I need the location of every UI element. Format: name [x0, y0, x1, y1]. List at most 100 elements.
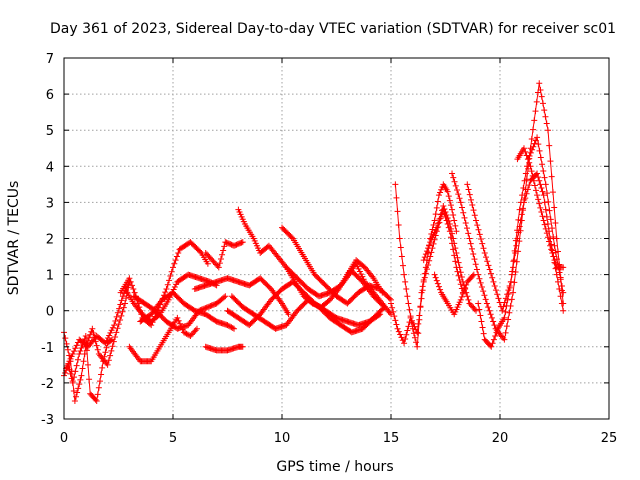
data-point [437, 211, 444, 218]
data-point [535, 141, 542, 148]
data-point [202, 249, 209, 256]
data-point [541, 199, 548, 206]
y-tick-label: 4 [46, 160, 54, 175]
data-point [543, 213, 550, 220]
data-point [440, 203, 447, 210]
data-point [539, 213, 546, 220]
data-point [422, 270, 429, 277]
data-point [224, 322, 231, 329]
data-point [491, 282, 498, 289]
data-point [478, 236, 485, 243]
data-point [524, 156, 531, 163]
data-point [502, 329, 509, 336]
data-point [79, 365, 86, 372]
data-point [104, 335, 111, 342]
series-track-22 [449, 80, 567, 343]
data-point [166, 277, 173, 284]
data-point [470, 207, 477, 214]
data-point [456, 264, 463, 271]
data-point [221, 243, 228, 250]
data-point [393, 194, 400, 201]
data-point [508, 296, 515, 303]
data-point [62, 369, 69, 376]
data-point [445, 193, 452, 200]
data-point [163, 286, 170, 293]
data-point [452, 182, 459, 189]
data-point [174, 314, 181, 321]
data-point [411, 334, 418, 341]
data-point [552, 260, 559, 267]
series-track-14 [228, 293, 388, 336]
data-point [449, 206, 456, 213]
data-point [536, 80, 543, 87]
data-point [204, 251, 211, 258]
data-point [417, 304, 424, 311]
data-point [542, 225, 549, 232]
data-point [70, 388, 77, 395]
data-point [204, 260, 211, 267]
data-point [386, 295, 393, 302]
series-line [390, 207, 464, 345]
data-point [458, 274, 465, 281]
data-point [358, 271, 365, 278]
data-point [391, 313, 398, 320]
data-point [175, 249, 182, 256]
data-point [71, 348, 78, 355]
data-point [527, 149, 534, 156]
data-point [416, 312, 423, 319]
data-point [475, 271, 482, 278]
data-point [390, 308, 397, 315]
series-track-21 [431, 271, 477, 318]
data-point [522, 195, 529, 202]
data-point [552, 249, 559, 256]
data-point [96, 378, 103, 385]
data-point [64, 346, 71, 353]
data-point [101, 353, 108, 360]
series-track-9 [137, 289, 238, 332]
data-point [205, 252, 212, 259]
data-point [190, 330, 197, 337]
data-point [488, 343, 495, 350]
data-point [499, 307, 506, 314]
series-track-2 [61, 332, 115, 404]
data-point [534, 192, 541, 199]
data-point [405, 323, 412, 330]
data-point [554, 278, 561, 285]
data-point [393, 321, 400, 328]
data-point [213, 261, 220, 268]
data-point [541, 221, 548, 228]
data-point [186, 332, 193, 339]
data-point [187, 332, 194, 339]
data-point [520, 145, 527, 152]
data-point [102, 349, 109, 356]
data-point [414, 329, 421, 336]
data-point [113, 329, 120, 336]
data-point [534, 170, 541, 177]
data-point [463, 281, 470, 288]
data-point [225, 322, 232, 329]
data-point [394, 208, 401, 215]
data-point [552, 220, 559, 227]
data-point [87, 331, 94, 338]
data-point [441, 206, 448, 213]
data-point [239, 343, 246, 350]
data-point [69, 379, 76, 386]
data-point [425, 245, 432, 252]
data-point [431, 217, 438, 224]
data-point [492, 332, 499, 339]
data-point [433, 204, 440, 211]
data-point [560, 307, 567, 314]
data-point [543, 230, 550, 237]
data-point [206, 254, 213, 261]
data-point [545, 198, 552, 205]
data-point [553, 271, 560, 278]
data-point [526, 182, 533, 189]
data-point [360, 276, 367, 283]
data-point [455, 272, 462, 279]
data-point [485, 262, 492, 269]
data-point [510, 264, 517, 271]
data-point [72, 393, 79, 400]
series-track-5 [202, 239, 246, 271]
data-point [428, 249, 435, 256]
data-point [540, 217, 547, 224]
